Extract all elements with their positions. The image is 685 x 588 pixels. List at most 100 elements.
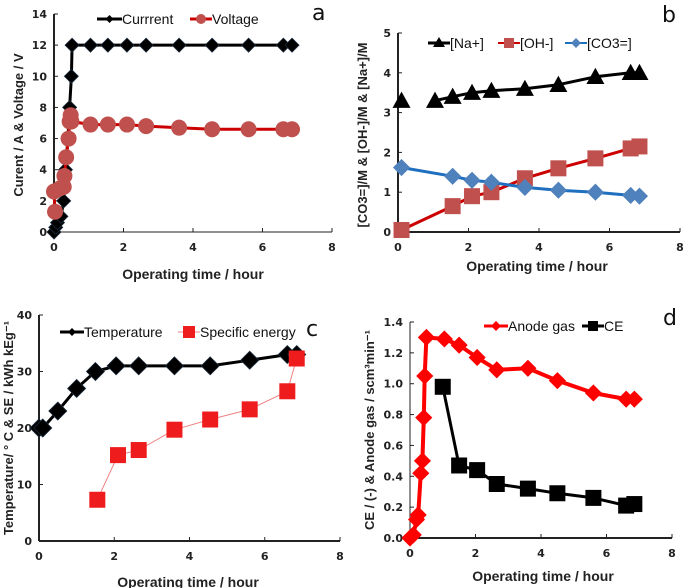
series-currrent (46, 37, 300, 240)
series-ce (434, 378, 643, 514)
data-point (549, 75, 568, 92)
data-point (240, 121, 257, 138)
data-point (56, 193, 72, 209)
data-point (82, 116, 99, 133)
legend-label-co3: [CO3=] (587, 35, 632, 51)
legend-label-ce: CE (604, 318, 623, 334)
data-point (63, 68, 79, 84)
data-point (164, 356, 185, 376)
y-axis-label-d: CE / (-) & Anode gas / scm³min⁻¹ (362, 330, 377, 530)
series-oh (393, 138, 648, 239)
data-point (630, 187, 649, 205)
legend-label-temperature: Temperature (84, 324, 163, 340)
x-tick-label: 4 (537, 547, 545, 560)
data-point (584, 384, 602, 402)
data-point (587, 150, 604, 167)
legend-marker-voltage (196, 14, 206, 24)
data-point (426, 91, 445, 108)
y-tick-label: 5 (383, 27, 391, 40)
x-tick-label: 2 (465, 241, 473, 254)
y-tick-label: 0 (24, 535, 32, 548)
x-tick-label: 2 (120, 241, 128, 254)
data-point (82, 37, 99, 53)
x-tick-label: 0 (406, 547, 414, 560)
y-tick-label: 0 (383, 226, 391, 239)
y-tick-label: 10 (32, 70, 48, 83)
legend-marker-na (433, 37, 445, 47)
x-tick-label: 0 (35, 550, 43, 563)
x-tick-label: 2 (472, 547, 480, 560)
x-tick-label: 4 (189, 241, 197, 254)
data-point (469, 462, 486, 479)
x-axis-label-c: Operating time / hour (117, 574, 259, 588)
y-tick-label: 30 (17, 366, 33, 379)
y-tick-label: 14 (32, 8, 48, 21)
panel-label-b: b (662, 3, 676, 28)
y-tick-label: 2 (39, 195, 47, 208)
legend-marker-oh (504, 38, 514, 48)
data-point (519, 480, 536, 497)
legend-a: Currrent Voltage (97, 11, 259, 27)
series-specific-energy (89, 350, 305, 508)
y-tick-label: 4 (383, 67, 391, 80)
data-point (483, 184, 500, 201)
data-point (412, 464, 430, 482)
chart-d: d Operating time / hour CE / (-) & Anode… (362, 306, 677, 584)
x-tick-label: 8 (328, 241, 336, 254)
legend-label-specific-energy: Specific energy (200, 324, 296, 340)
x-axis-label-a: Operating time / hour (122, 266, 264, 282)
y-tick-label: 6 (39, 133, 47, 146)
x-tick-label: 6 (259, 241, 267, 254)
x-tick-label: 0 (394, 241, 402, 254)
y-tick-label: 3 (383, 107, 391, 120)
legend-label-na: [Na+] (450, 35, 484, 51)
data-point (586, 183, 604, 201)
x-tick-label: 6 (606, 241, 614, 254)
y-axis-label-c: Temperature/ ° C & SE / kWh kEg⁻¹ (1, 321, 16, 535)
data-point (166, 421, 183, 438)
data-point (171, 37, 187, 53)
x-tick-label: 8 (668, 547, 676, 560)
y-tick-label: 1 (383, 186, 391, 199)
data-point (288, 350, 305, 367)
data-point (106, 356, 126, 376)
data-point (241, 401, 258, 418)
data-point (515, 79, 534, 96)
axes-d: 0 2 4 6 8 0.0 0.2 0.4 0.6 0.8 1.0 1.2 1.4 (384, 316, 676, 560)
series-line (441, 386, 635, 508)
data-point (413, 452, 432, 470)
data-point (404, 526, 422, 544)
legend-marker-specific-energy (183, 326, 195, 338)
y-axis-label-a: Curent / A & Voltage / V (11, 53, 26, 197)
chart-c: c Operating time / hour Temperature/ ° C… (1, 309, 344, 588)
data-point (138, 118, 155, 135)
data-point (482, 81, 501, 98)
x-tick-label: 6 (603, 547, 611, 560)
chart-a: a Operating time / hour Curent / A & Vol… (11, 1, 336, 282)
y-tick-label: 2 (383, 146, 391, 159)
data-point (99, 116, 116, 133)
data-point (550, 160, 567, 177)
data-point (204, 121, 221, 138)
legend-marker-co3 (571, 38, 581, 48)
y-tick-label: 8 (39, 101, 47, 114)
data-point (417, 328, 435, 346)
data-point (119, 37, 135, 53)
y-tick-label: 0.6 (384, 439, 404, 452)
data-point (625, 390, 643, 408)
series-co3 (392, 158, 649, 205)
y-tick-label: 40 (17, 309, 33, 322)
data-point (130, 442, 147, 459)
data-point (392, 91, 411, 108)
legend-d: Anode gas CE (484, 318, 623, 334)
data-point (548, 372, 566, 390)
legend-b: [Na+] [OH-] [CO3=] (428, 35, 632, 51)
data-point (463, 83, 482, 100)
y-axis-label-b: [CO3=]/M & [OH-]/M & [Na+]/M (355, 43, 370, 228)
data-point (549, 485, 566, 502)
data-point (626, 496, 643, 513)
y-tick-label: 20 (17, 422, 33, 435)
data-point (488, 361, 506, 379)
y-tick-label: 0.0 (384, 532, 404, 545)
